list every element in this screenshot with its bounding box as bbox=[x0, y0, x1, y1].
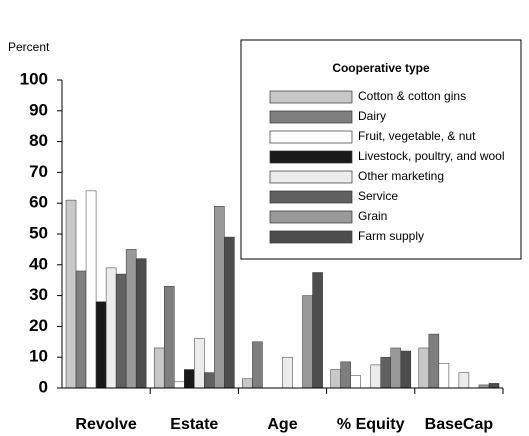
legend-swatch bbox=[269, 110, 353, 124]
legend-swatch bbox=[269, 150, 353, 164]
bar bbox=[184, 369, 195, 389]
bar bbox=[312, 272, 323, 389]
legend-swatch bbox=[269, 210, 353, 224]
y-tick-label: 80 bbox=[29, 131, 48, 150]
bar bbox=[390, 347, 402, 389]
legend-label: Cotton & cotton gins bbox=[358, 89, 466, 103]
y-tick-label: 10 bbox=[29, 347, 48, 366]
legend-label: Dairy bbox=[358, 109, 386, 123]
bar bbox=[135, 258, 147, 389]
bar bbox=[115, 273, 127, 389]
x-tick-label: Age bbox=[267, 416, 297, 433]
bar bbox=[242, 378, 253, 389]
bar bbox=[428, 333, 440, 389]
bar bbox=[418, 347, 430, 389]
legend-label: Other marketing bbox=[358, 169, 444, 183]
y-tick-label: 90 bbox=[29, 100, 48, 119]
y-tick-label: 30 bbox=[29, 285, 48, 304]
bar bbox=[302, 295, 313, 389]
x-tick-label: Revolve bbox=[75, 416, 136, 433]
y-tick-label: 20 bbox=[29, 316, 48, 335]
legend-label: Livestock, poultry, and wool bbox=[358, 149, 505, 163]
bar bbox=[95, 301, 107, 389]
bar bbox=[65, 199, 77, 389]
bar bbox=[153, 347, 165, 389]
bar bbox=[252, 341, 263, 389]
bar bbox=[350, 375, 361, 389]
bar bbox=[370, 364, 381, 389]
y-tick-label: 70 bbox=[29, 162, 48, 181]
y-tick-label: 50 bbox=[29, 223, 48, 242]
y-tick-label: 100 bbox=[20, 69, 48, 88]
bar bbox=[85, 190, 97, 389]
x-tick-label: BaseCap bbox=[425, 416, 494, 433]
y-tick-label: 60 bbox=[29, 193, 48, 212]
bar bbox=[75, 270, 87, 389]
legend-label: Fruit, vegetable, & nut bbox=[358, 129, 476, 143]
bar bbox=[282, 356, 293, 389]
bar bbox=[194, 338, 205, 389]
x-tick-label: % Equity bbox=[337, 416, 405, 433]
bar bbox=[458, 372, 470, 389]
bar bbox=[380, 356, 392, 389]
bar bbox=[340, 361, 351, 389]
bar bbox=[330, 369, 341, 389]
bar bbox=[224, 236, 235, 389]
y-tick-label: 40 bbox=[29, 254, 48, 273]
legend-label: Grain bbox=[358, 209, 387, 223]
legend-swatch bbox=[269, 90, 353, 104]
y-axis-label: Percent bbox=[8, 40, 50, 54]
bar bbox=[400, 350, 412, 389]
bar bbox=[214, 206, 225, 389]
bar bbox=[438, 363, 450, 389]
bar bbox=[488, 383, 500, 389]
legend-swatch bbox=[269, 230, 353, 244]
legend-label: Farm supply bbox=[358, 229, 424, 243]
legend-label: Service bbox=[358, 189, 398, 203]
legend-swatch bbox=[269, 190, 353, 204]
legend-swatch bbox=[269, 170, 353, 184]
bar bbox=[163, 286, 175, 389]
bar bbox=[125, 249, 137, 389]
legend-swatch bbox=[269, 130, 353, 144]
legend-title: Cooperative type bbox=[332, 61, 430, 75]
bar bbox=[105, 267, 117, 389]
x-tick-label: Estate bbox=[170, 416, 218, 433]
bar bbox=[174, 381, 185, 389]
bar bbox=[204, 372, 215, 389]
y-tick-label: 0 bbox=[39, 377, 48, 396]
